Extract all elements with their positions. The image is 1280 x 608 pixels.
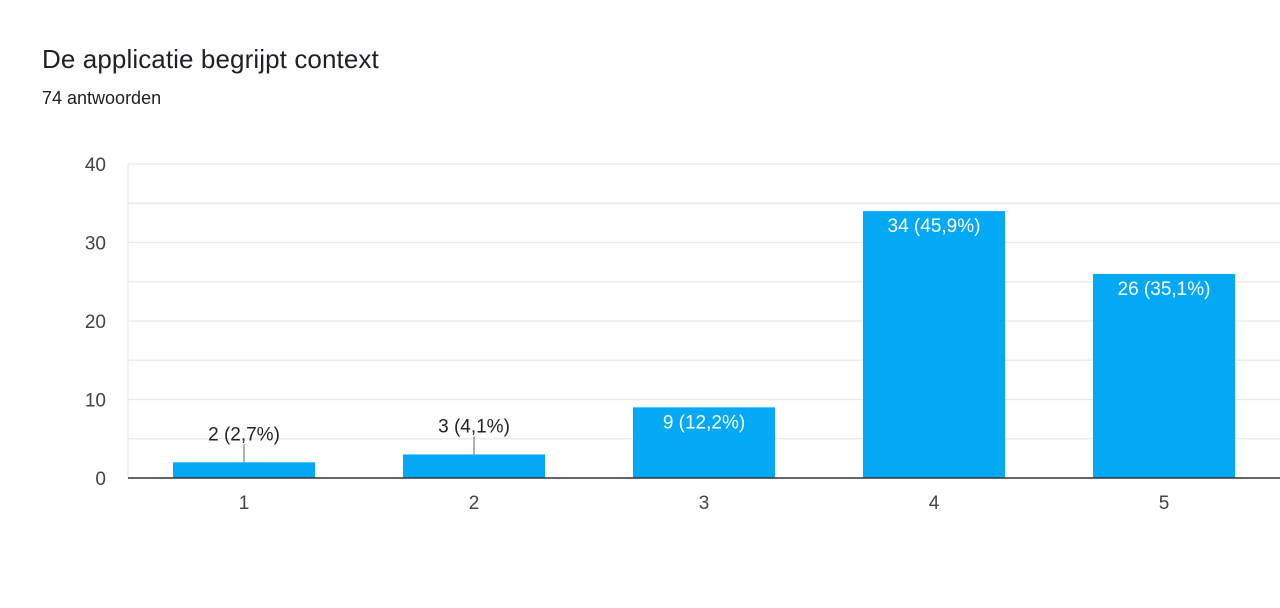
data-label: 3 (4,1%) <box>438 416 510 437</box>
bar-2 <box>403 454 545 478</box>
bar-4 <box>863 211 1005 478</box>
bar-3 <box>633 407 775 478</box>
x-axis-ticks: 1 2 3 4 5 <box>239 493 1170 514</box>
x-tick-label: 1 <box>239 493 250 514</box>
bar-1 <box>173 462 315 478</box>
y-tick-label: 10 <box>85 391 106 412</box>
y-tick-label: 20 <box>85 312 106 333</box>
x-tick-label: 5 <box>1159 493 1170 514</box>
x-tick-label: 2 <box>469 493 480 514</box>
response-count: 74 antwoorden <box>42 88 162 108</box>
y-axis-ticks: 0 10 20 30 40 <box>85 155 106 490</box>
chart-title: De applicatie begrijpt context <box>42 44 379 74</box>
y-tick-label: 40 <box>85 155 106 176</box>
data-label: 34 (45,9%) <box>888 216 981 237</box>
data-labels: 2 (2,7%) 3 (4,1%) 9 (12,2%) 34 (45,9%) 26 (3… <box>208 216 1211 463</box>
y-tick-label: 0 <box>95 469 106 490</box>
x-tick-label: 4 <box>929 493 940 514</box>
data-label: 26 (35,1%) <box>1118 279 1211 300</box>
data-label: 9 (12,2%) <box>663 412 745 433</box>
bar-5 <box>1093 273 1235 478</box>
data-label: 2 (2,7%) <box>208 424 280 445</box>
bars <box>173 211 1235 478</box>
y-tick-label: 30 <box>85 234 106 255</box>
x-tick-label: 3 <box>699 493 710 514</box>
